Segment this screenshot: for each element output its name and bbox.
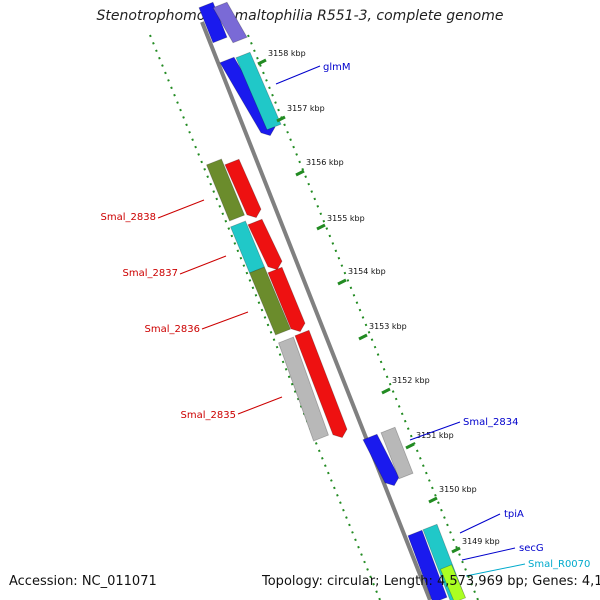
gene-label-smal_2838[interactable]: Smal_2838 [101, 212, 156, 223]
kbp-ticks: 3158 kbp 3157 kbp 3156 kbp 3155 kbp 3154 kbp… [257, 49, 500, 554]
gene-label-leader [461, 547, 516, 561]
gene-block[interactable] [380, 426, 414, 480]
kbp-tick-label: 3151 kbp [416, 431, 454, 440]
gene-block[interactable] [407, 529, 448, 600]
gene-labels: glmM Smal_2834 tpiA secG Smal_R0070 Smal_2838… [101, 62, 590, 577]
kbp-tick-mark [451, 546, 461, 554]
gene-block[interactable] [224, 158, 262, 219]
gene-block[interactable] [267, 266, 306, 333]
gene-label-leader [157, 199, 205, 219]
kbp-tick-label: 3153 kbp [369, 322, 407, 331]
gene-label-leader [465, 563, 526, 577]
gene-label-smal_r0070[interactable]: Smal_R0070 [528, 559, 590, 570]
gene-label-smal_2836[interactable]: Smal_2836 [145, 324, 200, 335]
gene-label-tpia[interactable]: tpiA [504, 509, 524, 520]
gene-label-smal_2834[interactable]: Smal_2834 [463, 417, 518, 428]
gene-label-leader [409, 421, 461, 441]
kbp-tick-mark [295, 169, 305, 177]
kbp-tick-label: 3156 kbp [306, 158, 344, 167]
genome-backbone [200, 21, 432, 600]
scale-dotted-lines [149, 34, 479, 600]
gene-label-leader [275, 65, 321, 85]
scale-dotted-line [149, 34, 381, 600]
gene-block[interactable] [362, 433, 400, 487]
gene-block[interactable] [294, 329, 348, 439]
gene-label-secg[interactable]: secG [519, 543, 544, 554]
kbp-tick-label: 3149 kbp [462, 537, 500, 546]
gene-block[interactable] [212, 1, 248, 44]
gene-block[interactable] [249, 266, 291, 336]
gene-block[interactable] [278, 336, 329, 442]
kbp-tick-mark [358, 333, 368, 341]
gene-features [198, 1, 467, 600]
kbp-tick-mark [257, 58, 267, 66]
kbp-tick-mark [276, 115, 286, 123]
gene-block[interactable] [206, 158, 245, 222]
genome-title: Stenotrophomonas maltophilia R551-3, com… [96, 8, 504, 24]
kbp-tick-label: 3155 kbp [327, 214, 365, 223]
gene-label-smal_2835[interactable]: Smal_2835 [181, 410, 236, 421]
gene-block[interactable] [198, 1, 228, 44]
gene-label-leader [459, 513, 501, 534]
gene-block[interactable] [235, 51, 282, 131]
gene-label-leader [201, 311, 249, 330]
kbp-tick-label: 3150 kbp [439, 485, 477, 494]
scale-dotted-line [247, 34, 479, 600]
kbp-tick-label: 3157 kbp [287, 104, 325, 113]
gene-block[interactable] [247, 218, 283, 271]
topology-label: Topology: circular; Length: 4,573,969 bp… [262, 574, 600, 589]
gene-label-leader [179, 255, 227, 275]
gene-label-smal_2837[interactable]: Smal_2837 [123, 268, 178, 279]
kbp-tick-mark [405, 442, 415, 450]
kbp-tick-label: 3158 kbp [268, 49, 306, 58]
kbp-tick-label: 3154 kbp [348, 267, 386, 276]
kbp-tick-mark [381, 387, 391, 395]
kbp-tick-mark [337, 278, 347, 286]
gene-label-glmm[interactable]: glmM [323, 62, 351, 73]
kbp-tick-label: 3152 kbp [392, 376, 430, 385]
gene-label-leader [237, 396, 283, 415]
kbp-tick-mark [428, 496, 438, 504]
gene-block[interactable] [439, 564, 467, 600]
kbp-tick-mark [316, 223, 326, 231]
accession-label: Accession: NC_011071 [9, 574, 157, 589]
